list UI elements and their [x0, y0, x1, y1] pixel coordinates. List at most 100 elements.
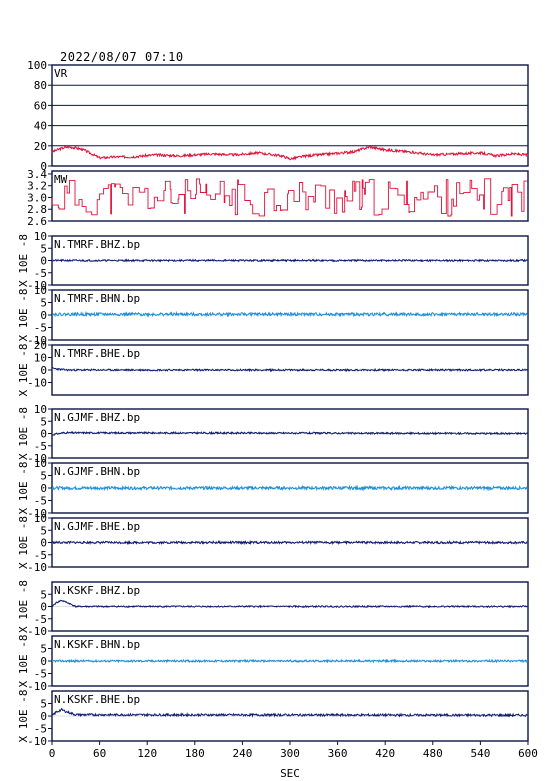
y-tick-label: 5	[40, 242, 47, 255]
panel-unit-label: X 10E -8	[17, 580, 30, 633]
trace-N.KSKF.BHN.bp	[51, 658, 528, 664]
chart-timestamp: 2022/08/07 07:10	[60, 50, 184, 64]
y-tick-label: -10	[27, 377, 47, 390]
y-tick-label: 3.0	[27, 191, 47, 204]
y-tick-label: 10	[34, 284, 47, 297]
trace-N.GJMF.BHE.bp	[51, 539, 529, 546]
x-tick-label: 0	[49, 747, 56, 760]
trace-N.GJMF.BHN.bp	[51, 484, 528, 492]
y-tick-label: 10	[34, 352, 47, 365]
panel-frame	[51, 170, 529, 222]
panel-label: N.GJMF.BHE.bp	[54, 520, 140, 533]
y-tick-label: 10	[34, 457, 47, 470]
y-tick-label: 60	[34, 99, 47, 112]
x-tick-label: 180	[185, 747, 205, 760]
y-tick-label: 0	[40, 655, 47, 668]
y-tick-label: 5	[40, 588, 47, 601]
panel-unit-label: X 10E -8	[17, 344, 30, 397]
panel-0: 0 20 40 60 80 100 VR	[27, 59, 529, 173]
panel-unit-label: X 10E -8	[17, 289, 30, 342]
y-tick-label: 0	[40, 428, 47, 441]
y-tick-label: 0	[40, 160, 47, 173]
panel-label: MW	[54, 173, 68, 186]
panel-1: 2.62.83.03.23.4 MW	[27, 168, 529, 228]
panel-9: -10-505 N.KSKF.BHN.bp X 10E -8	[17, 635, 529, 693]
panel-label: N.TMRF.BHN.bp	[54, 292, 140, 305]
panel-label: N.KSKF.BHE.bp	[54, 693, 140, 706]
trace-N.TMRF.BHN.bp	[51, 310, 529, 318]
y-tick-label: 5	[40, 297, 47, 310]
y-tick-label: 20	[34, 140, 47, 153]
y-tick-label: 0	[40, 710, 47, 723]
y-tick-label: -10	[27, 452, 47, 465]
trace-MW	[51, 178, 528, 217]
y-tick-label: 0	[40, 255, 47, 268]
y-tick-label: -10	[27, 561, 47, 574]
y-tick-label: 2.6	[27, 215, 47, 228]
panel-unit-label: X 10E -8	[17, 690, 30, 743]
x-tick-label: 120	[137, 747, 157, 760]
panel-8: -10-505 N.KSKF.BHZ.bp X 10E -8	[17, 580, 529, 638]
y-tick-label: 5	[40, 643, 47, 656]
y-tick-label: -5	[34, 549, 47, 562]
y-tick-label: 40	[34, 120, 47, 133]
y-tick-label: -10	[27, 334, 47, 347]
panel-label: N.TMRF.BHZ.bp	[54, 238, 140, 251]
y-tick-label: -5	[34, 613, 47, 626]
y-tick-label: -5	[34, 322, 47, 335]
y-tick-label: -10	[27, 735, 47, 748]
y-tick-label: 10	[34, 230, 47, 243]
y-tick-label: 0	[40, 482, 47, 495]
x-tick-label: 600	[518, 747, 538, 760]
panel-label: N.GJMF.BHZ.bp	[54, 411, 140, 424]
y-tick-label: 0	[40, 309, 47, 322]
y-tick-label: -10	[27, 279, 47, 292]
x-tick-label: 540	[470, 747, 490, 760]
y-tick-label: -10	[27, 507, 47, 520]
panel-label: VR	[54, 67, 68, 80]
panel-label: N.KSKF.BHN.bp	[54, 638, 140, 651]
x-tick-label: 420	[375, 747, 395, 760]
trace-VR	[51, 145, 529, 161]
panel-unit-label: X 10E -8	[17, 462, 30, 515]
y-tick-label: 0	[40, 601, 47, 614]
y-tick-label: 2.8	[27, 203, 47, 216]
x-tick-label: 480	[423, 747, 443, 760]
trace-N.TMRF.BHZ.bp	[52, 258, 529, 263]
y-tick-label: 10	[34, 512, 47, 525]
y-tick-label: 3.4	[27, 168, 47, 181]
y-tick-label: 20	[34, 339, 47, 352]
x-tick-label: 60	[93, 747, 106, 760]
y-tick-label: -5	[34, 440, 47, 453]
panel-unit-label: X 10E -8	[17, 516, 30, 569]
y-tick-label: 80	[34, 79, 47, 92]
y-tick-label: -5	[34, 495, 47, 508]
trace-N.TMRF.BHE.bp	[51, 366, 529, 373]
y-tick-label: -5	[34, 668, 47, 681]
x-axis: 0 60 120 180 240 300 360 420 480 540 600 SEC	[49, 741, 538, 780]
y-tick-label: 5	[40, 470, 47, 483]
y-tick-label: 100	[27, 59, 47, 72]
panel-unit-label: X 10E -8	[17, 234, 30, 287]
y-tick-label: 3.2	[27, 180, 47, 193]
y-tick-label: -10	[27, 680, 47, 693]
panel-label: N.KSKF.BHZ.bp	[54, 584, 140, 597]
panel-unit-label: X 10E -8	[17, 635, 30, 688]
panel-label: N.TMRF.BHE.bp	[54, 347, 140, 360]
trace-N.KSKF.BHZ.bp	[51, 599, 529, 609]
panel-label: N.GJMF.BHN.bp	[54, 465, 140, 478]
panel-10: -10-505 N.KSKF.BHE.bp X 10E -8	[17, 690, 529, 748]
x-tick-label: 300	[280, 747, 300, 760]
y-tick-label: -5	[34, 723, 47, 736]
x-tick-label: 240	[232, 747, 252, 760]
panel-frame	[51, 64, 529, 167]
x-tick-label: 360	[328, 747, 348, 760]
x-axis-label: SEC	[280, 767, 300, 780]
y-tick-label: 5	[40, 415, 47, 428]
